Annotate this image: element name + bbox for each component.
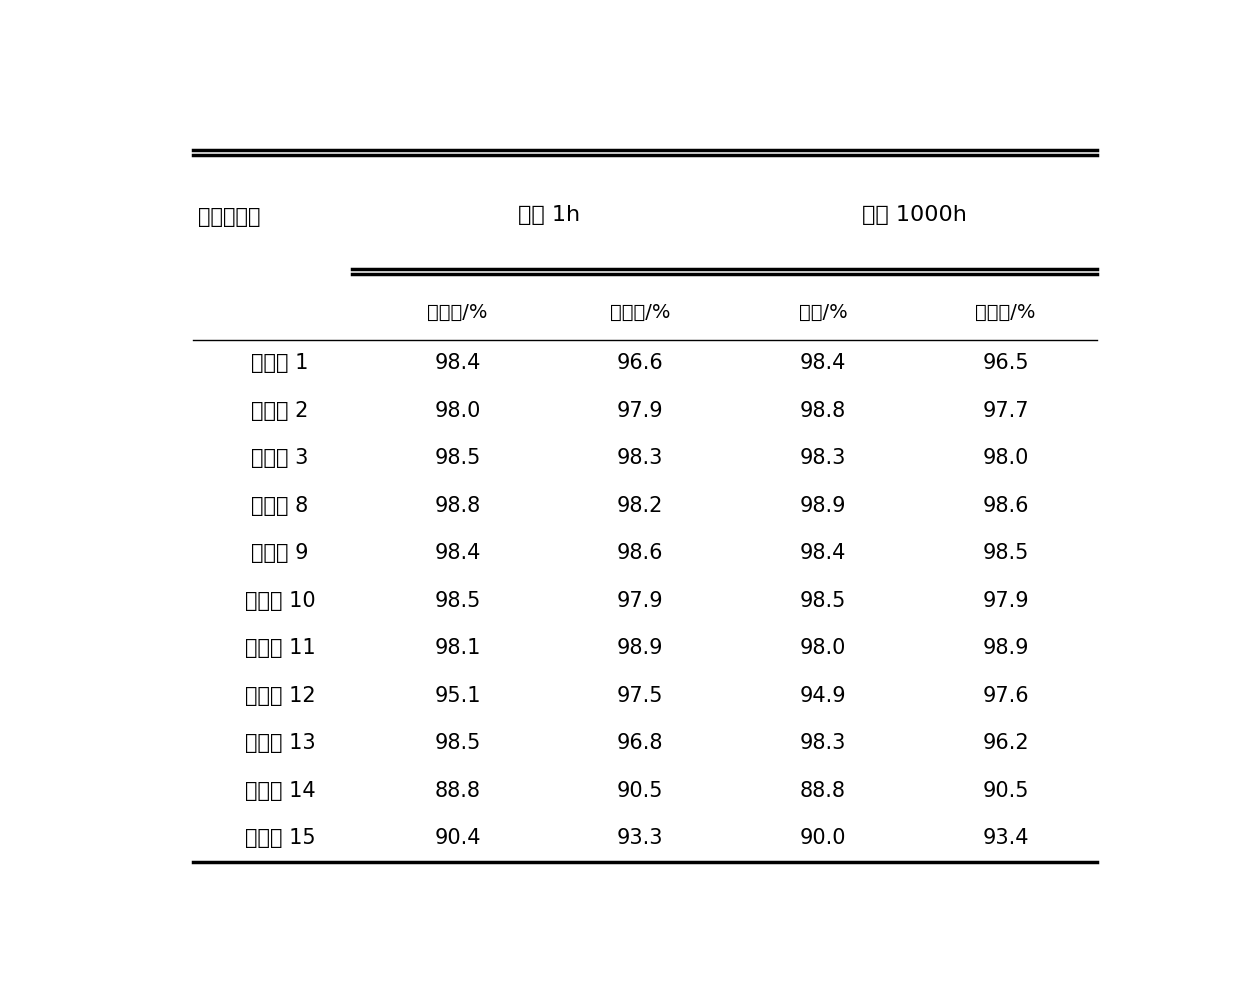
Text: 98.5: 98.5: [800, 590, 846, 610]
Text: 97.9: 97.9: [618, 401, 663, 420]
Text: 98.2: 98.2: [618, 496, 663, 516]
Text: 98.5: 98.5: [434, 448, 481, 468]
Text: 实施例 15: 实施例 15: [244, 828, 315, 848]
Text: 96.8: 96.8: [618, 733, 663, 753]
Text: 反应 1h: 反应 1h: [518, 205, 580, 225]
Text: 98.3: 98.3: [800, 448, 846, 468]
Text: 98.5: 98.5: [982, 544, 1029, 564]
Text: 实验例 12: 实验例 12: [244, 686, 315, 706]
Text: 90.5: 90.5: [982, 780, 1029, 800]
Text: 98.0: 98.0: [434, 401, 481, 420]
Text: 98.1: 98.1: [434, 638, 481, 658]
Text: 98.8: 98.8: [434, 496, 481, 516]
Text: 98.9: 98.9: [800, 496, 846, 516]
Text: 90.0: 90.0: [800, 828, 846, 848]
Text: 98.6: 98.6: [982, 496, 1029, 516]
Text: 90.4: 90.4: [434, 828, 481, 848]
Text: 98.3: 98.3: [618, 448, 663, 468]
Text: 98.5: 98.5: [434, 733, 481, 753]
Text: 98.4: 98.4: [800, 544, 846, 564]
Text: 选择性/%: 选择性/%: [610, 302, 671, 322]
Text: 98.8: 98.8: [800, 401, 846, 420]
Text: 96.5: 96.5: [982, 354, 1029, 374]
Text: 实施例 14: 实施例 14: [244, 780, 315, 800]
Text: 实施例 13: 实施例 13: [244, 733, 315, 753]
Text: 实验例序号: 实验例序号: [198, 207, 260, 227]
Text: 对比例 1: 对比例 1: [252, 354, 309, 374]
Text: 97.7: 97.7: [982, 401, 1029, 420]
Text: 90.5: 90.5: [618, 780, 663, 800]
Text: 93.3: 93.3: [618, 828, 663, 848]
Text: 97.9: 97.9: [982, 590, 1029, 610]
Text: 98.6: 98.6: [618, 544, 663, 564]
Text: 实验例 10: 实验例 10: [244, 590, 315, 610]
Text: 实验例 8: 实验例 8: [252, 496, 309, 516]
Text: 98.9: 98.9: [618, 638, 663, 658]
Text: 93.4: 93.4: [982, 828, 1029, 848]
Text: 98.0: 98.0: [800, 638, 846, 658]
Text: 实验例 11: 实验例 11: [244, 638, 315, 658]
Text: 实验例 9: 实验例 9: [252, 544, 309, 564]
Text: 98.5: 98.5: [434, 590, 481, 610]
Text: 对比例 2: 对比例 2: [252, 401, 309, 420]
Text: 95.1: 95.1: [434, 686, 481, 706]
Text: 98.4: 98.4: [800, 354, 846, 374]
Text: 94.9: 94.9: [800, 686, 846, 706]
Text: 97.9: 97.9: [618, 590, 663, 610]
Text: 98.3: 98.3: [800, 733, 846, 753]
Text: 反应 1000h: 反应 1000h: [862, 205, 967, 225]
Text: 对比例 3: 对比例 3: [252, 448, 309, 468]
Text: 产率/%: 产率/%: [799, 302, 847, 322]
Text: 96.2: 96.2: [982, 733, 1029, 753]
Text: 88.8: 88.8: [800, 780, 846, 800]
Text: 97.6: 97.6: [982, 686, 1029, 706]
Text: 98.9: 98.9: [982, 638, 1029, 658]
Text: 98.4: 98.4: [434, 544, 481, 564]
Text: 96.6: 96.6: [618, 354, 663, 374]
Text: 88.8: 88.8: [435, 780, 481, 800]
Text: 98.0: 98.0: [982, 448, 1029, 468]
Text: 选择性/%: 选择性/%: [975, 302, 1035, 322]
Text: 98.4: 98.4: [434, 354, 481, 374]
Text: 97.5: 97.5: [618, 686, 663, 706]
Text: 转化率/%: 转化率/%: [428, 302, 489, 322]
